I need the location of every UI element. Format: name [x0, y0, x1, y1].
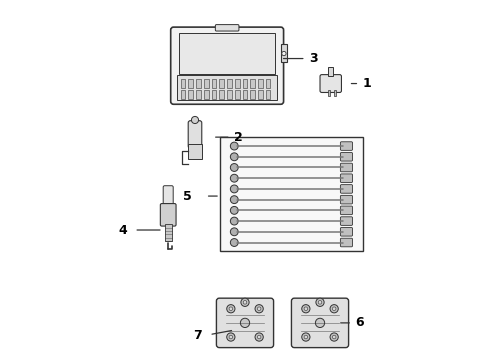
Circle shape — [230, 196, 238, 203]
Circle shape — [230, 153, 238, 161]
Circle shape — [318, 301, 322, 304]
FancyBboxPatch shape — [163, 186, 173, 215]
Circle shape — [243, 301, 247, 304]
Circle shape — [229, 335, 233, 339]
Bar — [220, 137, 363, 251]
Circle shape — [241, 318, 249, 328]
FancyBboxPatch shape — [341, 153, 352, 161]
Circle shape — [241, 298, 249, 306]
FancyBboxPatch shape — [341, 206, 352, 215]
Bar — [258, 90, 263, 99]
Circle shape — [229, 307, 233, 311]
Circle shape — [230, 163, 238, 171]
Circle shape — [302, 305, 310, 313]
Circle shape — [257, 335, 261, 339]
Circle shape — [227, 333, 235, 341]
Circle shape — [304, 307, 308, 311]
Bar — [334, 90, 336, 96]
Bar — [328, 67, 333, 76]
Bar — [177, 75, 277, 100]
Bar — [165, 224, 172, 241]
Bar — [212, 79, 216, 87]
FancyBboxPatch shape — [341, 163, 352, 172]
Circle shape — [332, 335, 336, 339]
Bar — [188, 144, 202, 158]
Circle shape — [302, 333, 310, 341]
Bar — [181, 90, 185, 99]
Circle shape — [227, 305, 235, 313]
FancyBboxPatch shape — [341, 238, 352, 247]
Bar — [243, 90, 247, 99]
FancyBboxPatch shape — [171, 27, 284, 104]
Text: 4: 4 — [119, 224, 127, 237]
Bar — [266, 79, 270, 87]
Circle shape — [230, 206, 238, 214]
Circle shape — [230, 185, 238, 193]
FancyBboxPatch shape — [341, 142, 352, 150]
Bar — [196, 90, 201, 99]
Circle shape — [230, 239, 238, 247]
Bar — [212, 90, 216, 99]
Bar — [266, 90, 270, 99]
Text: 5: 5 — [183, 190, 192, 203]
Circle shape — [304, 335, 308, 339]
Circle shape — [230, 174, 238, 182]
FancyBboxPatch shape — [160, 203, 176, 226]
FancyBboxPatch shape — [292, 298, 348, 348]
Circle shape — [192, 116, 198, 123]
Bar — [227, 90, 232, 99]
Circle shape — [330, 305, 338, 313]
Circle shape — [230, 142, 238, 150]
Bar — [189, 90, 193, 99]
Circle shape — [255, 333, 263, 341]
Bar — [181, 79, 185, 87]
FancyBboxPatch shape — [320, 75, 342, 93]
Bar — [243, 79, 247, 87]
Bar — [189, 79, 193, 87]
FancyBboxPatch shape — [188, 121, 202, 148]
Text: 6: 6 — [356, 316, 365, 329]
Text: 7: 7 — [194, 329, 202, 342]
Circle shape — [316, 298, 324, 306]
Bar — [250, 90, 255, 99]
Circle shape — [316, 318, 325, 328]
Bar — [204, 90, 209, 99]
Text: 2: 2 — [234, 131, 243, 144]
Bar — [235, 79, 240, 87]
Bar — [220, 79, 224, 87]
FancyBboxPatch shape — [217, 298, 273, 348]
Bar — [204, 79, 209, 87]
Bar — [250, 79, 255, 87]
FancyBboxPatch shape — [341, 217, 352, 225]
Circle shape — [255, 305, 263, 313]
Circle shape — [282, 51, 286, 56]
Text: 3: 3 — [309, 52, 318, 65]
FancyBboxPatch shape — [341, 195, 352, 204]
Bar — [281, 44, 287, 62]
Circle shape — [230, 228, 238, 236]
Circle shape — [330, 333, 338, 341]
Bar — [179, 33, 275, 74]
Bar — [235, 90, 240, 99]
Bar — [258, 79, 263, 87]
Circle shape — [257, 307, 261, 311]
Bar — [196, 79, 201, 87]
Circle shape — [230, 217, 238, 225]
FancyBboxPatch shape — [341, 228, 352, 236]
FancyBboxPatch shape — [341, 174, 352, 183]
FancyBboxPatch shape — [215, 24, 239, 31]
Bar — [328, 90, 330, 96]
Circle shape — [332, 307, 336, 311]
Bar — [227, 79, 232, 87]
Text: 1: 1 — [363, 77, 371, 90]
FancyBboxPatch shape — [341, 185, 352, 193]
Bar — [220, 90, 224, 99]
